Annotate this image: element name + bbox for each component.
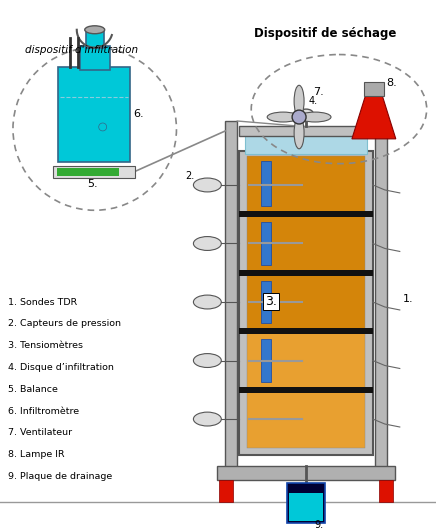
Text: 1.: 1.	[403, 294, 413, 304]
Text: 9. Plaque de drainage: 9. Plaque de drainage	[8, 472, 112, 481]
Text: 5. Balance: 5. Balance	[8, 385, 58, 394]
Bar	[247, 390, 365, 448]
Bar	[245, 134, 367, 154]
Bar	[225, 121, 237, 468]
Bar	[261, 339, 271, 382]
Ellipse shape	[294, 117, 304, 149]
Polygon shape	[352, 94, 396, 139]
Text: Dispositif de séchage: Dispositif de séchage	[254, 26, 397, 40]
Ellipse shape	[267, 112, 299, 122]
Bar	[53, 166, 135, 178]
Bar	[239, 151, 373, 455]
Text: 1. Sondes TDR: 1. Sondes TDR	[8, 297, 77, 307]
Bar	[57, 168, 118, 176]
Bar	[239, 387, 373, 393]
Bar	[247, 214, 365, 273]
Ellipse shape	[194, 412, 221, 426]
Ellipse shape	[299, 109, 313, 117]
Bar	[80, 45, 110, 70]
Text: 8. Lampe IR: 8. Lampe IR	[8, 450, 65, 459]
Ellipse shape	[194, 353, 221, 368]
Bar	[289, 493, 323, 521]
Text: 6. Infiltromètre: 6. Infiltromètre	[8, 407, 79, 416]
Bar	[247, 156, 365, 214]
Text: 8.: 8.	[386, 78, 396, 88]
Bar	[261, 222, 271, 265]
Ellipse shape	[299, 112, 331, 122]
Ellipse shape	[194, 178, 221, 192]
Text: 3. Tensiomètres: 3. Tensiomètres	[8, 341, 83, 350]
Bar	[239, 270, 373, 276]
Bar	[58, 67, 130, 162]
Bar	[247, 331, 365, 390]
Bar	[239, 329, 373, 334]
Bar	[364, 83, 384, 96]
Bar	[239, 126, 373, 136]
Text: 3.: 3.	[265, 295, 277, 308]
Text: dispositif d'infiltration: dispositif d'infiltration	[25, 44, 138, 54]
Bar	[239, 211, 373, 217]
Text: 7.: 7.	[313, 87, 324, 97]
Text: 4. Disque d’infiltration: 4. Disque d’infiltration	[8, 363, 114, 372]
Ellipse shape	[294, 85, 304, 117]
Bar	[379, 480, 393, 502]
Ellipse shape	[194, 236, 221, 250]
Text: 7. Ventilateur: 7. Ventilateur	[8, 428, 72, 437]
Text: 4.: 4.	[309, 96, 318, 106]
Circle shape	[292, 110, 306, 124]
Bar	[261, 281, 271, 323]
Text: 2. Capteurs de pression: 2. Capteurs de pression	[8, 320, 121, 329]
Bar	[375, 121, 387, 468]
Bar	[247, 273, 365, 331]
Bar	[217, 466, 395, 480]
Bar	[86, 30, 104, 48]
Text: 6.: 6.	[134, 109, 144, 119]
Text: 9.: 9.	[314, 519, 323, 529]
Ellipse shape	[194, 295, 221, 309]
Text: 5.: 5.	[87, 179, 97, 189]
Bar	[219, 480, 233, 502]
Bar	[287, 483, 325, 523]
Ellipse shape	[85, 26, 105, 34]
Bar	[261, 161, 271, 206]
Text: 2.: 2.	[185, 171, 195, 181]
